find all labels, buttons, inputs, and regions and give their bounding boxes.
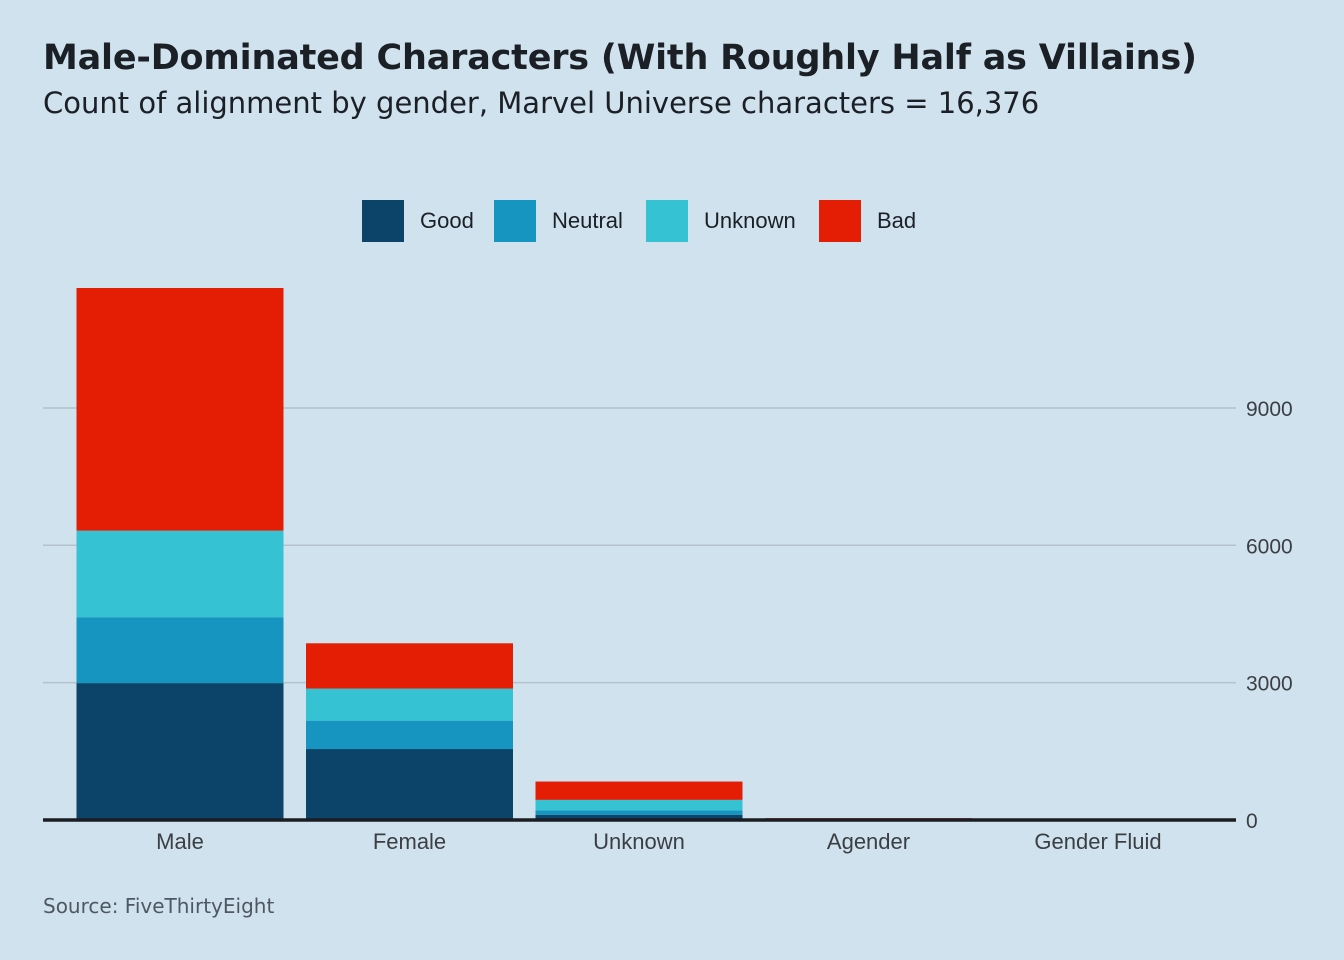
legend-swatch-neutral: [494, 200, 536, 242]
y-tick-label-6000: 6000: [1246, 535, 1293, 558]
y-tick-label-9000: 9000: [1246, 398, 1293, 421]
bar-segment-unknown-unknown: [535, 799, 743, 811]
legend-item-unknown: Unknown: [646, 200, 796, 242]
x-tick-label-female: Female: [373, 829, 446, 854]
bar-segment-female-good: [306, 749, 513, 820]
legend: Good Neutral Unknown Bad: [0, 200, 1344, 244]
bar-segment-male-unknown: [76, 530, 284, 618]
x-tick-label-agender: Agender: [827, 829, 910, 854]
legend-item-good: Good: [362, 200, 474, 242]
y-tick-label-0: 0: [1246, 810, 1258, 833]
legend-item-neutral: Neutral: [494, 200, 623, 242]
legend-item-bad: Bad: [819, 200, 916, 242]
bar-segment-unknown-bad: [535, 781, 743, 800]
bar-segment-male-good: [76, 683, 284, 820]
chart-title: Male-Dominated Characters (With Roughly …: [43, 38, 1197, 78]
bar-segment-male-neutral: [76, 617, 284, 684]
x-tick-label-male: Male: [156, 829, 204, 854]
bar-segment-unknown-neutral: [535, 810, 743, 815]
chart-subtitle: Count of alignment by gender, Marvel Uni…: [43, 86, 1040, 120]
legend-swatch-good: [362, 200, 404, 242]
legend-label-good: Good: [420, 208, 474, 233]
legend-label-neutral: Neutral: [552, 208, 623, 233]
x-tick-label-gender-fluid: Gender Fluid: [1034, 829, 1161, 854]
bar-segment-unknown-good: [535, 814, 743, 820]
legend-label-unknown: Unknown: [704, 208, 796, 233]
legend-swatch-bad: [819, 200, 861, 242]
bar-segment-male-bad: [76, 288, 284, 531]
legend-label-bad: Bad: [877, 208, 917, 233]
axis-labels: 0 3000 6000 9000 Male Female Unknown Agender Gen…: [156, 398, 1293, 854]
source-note: Source: FiveThirtyEight: [43, 894, 275, 918]
legend-swatch-unknown: [646, 200, 688, 242]
bars: [76, 288, 1202, 820]
bar-segment-female-bad: [306, 643, 513, 689]
y-tick-label-3000: 3000: [1246, 673, 1293, 696]
x-tick-label-unknown: Unknown: [593, 829, 685, 854]
bar-segment-female-neutral: [306, 720, 513, 750]
bar-segment-female-unknown: [306, 688, 513, 721]
